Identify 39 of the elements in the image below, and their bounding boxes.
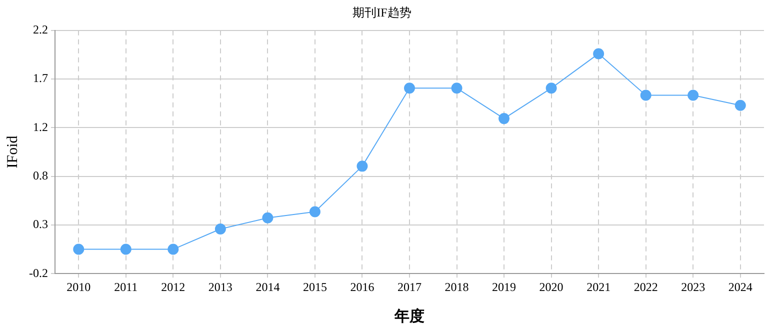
x-tick-label: 2012 (161, 280, 186, 294)
chart-title: 期刊IF趋势 (352, 5, 412, 20)
point (640, 90, 652, 101)
x-tick-label: 2011 (114, 280, 138, 294)
x-tick-label: 2020 (539, 280, 564, 294)
point (214, 224, 226, 235)
x-tick-label: 2018 (444, 280, 469, 294)
x-tick-label: 2024 (728, 280, 752, 294)
y-tick-label: 1.7 (32, 71, 48, 86)
y-tick-label: 1.2 (32, 120, 48, 134)
x-tick-label: 2015 (302, 280, 327, 294)
x-tick-label: 2023 (681, 280, 706, 294)
y-tick-label: -0.2 (28, 266, 48, 280)
point (546, 82, 557, 94)
point (120, 244, 132, 255)
point (356, 160, 368, 172)
point (73, 244, 84, 255)
x-axis-title: 年度 (394, 306, 424, 325)
point (168, 244, 179, 255)
point (734, 100, 746, 111)
point (404, 82, 415, 94)
y-tick-label: 2.2 (32, 22, 48, 37)
y-tick-label: 0.3 (32, 217, 48, 232)
x-tick-label: 2016 (350, 280, 374, 294)
point (688, 90, 699, 101)
x-tick-label: 2010 (66, 280, 91, 294)
x-tick-label: 2013 (208, 280, 232, 294)
y-axis-title: IFoid (4, 135, 21, 168)
x-tick-label: 2022 (634, 280, 658, 294)
x-tick-label: 2019 (492, 280, 516, 294)
x-tick-label: 2021 (586, 280, 611, 294)
point (262, 212, 274, 224)
point (593, 48, 604, 60)
y-tick-label: 0.8 (32, 168, 48, 182)
x-tick-label: 2014 (256, 280, 280, 294)
point (309, 206, 320, 218)
point (498, 113, 510, 124)
point (451, 82, 462, 94)
x-tick-label: 2017 (398, 280, 422, 294)
